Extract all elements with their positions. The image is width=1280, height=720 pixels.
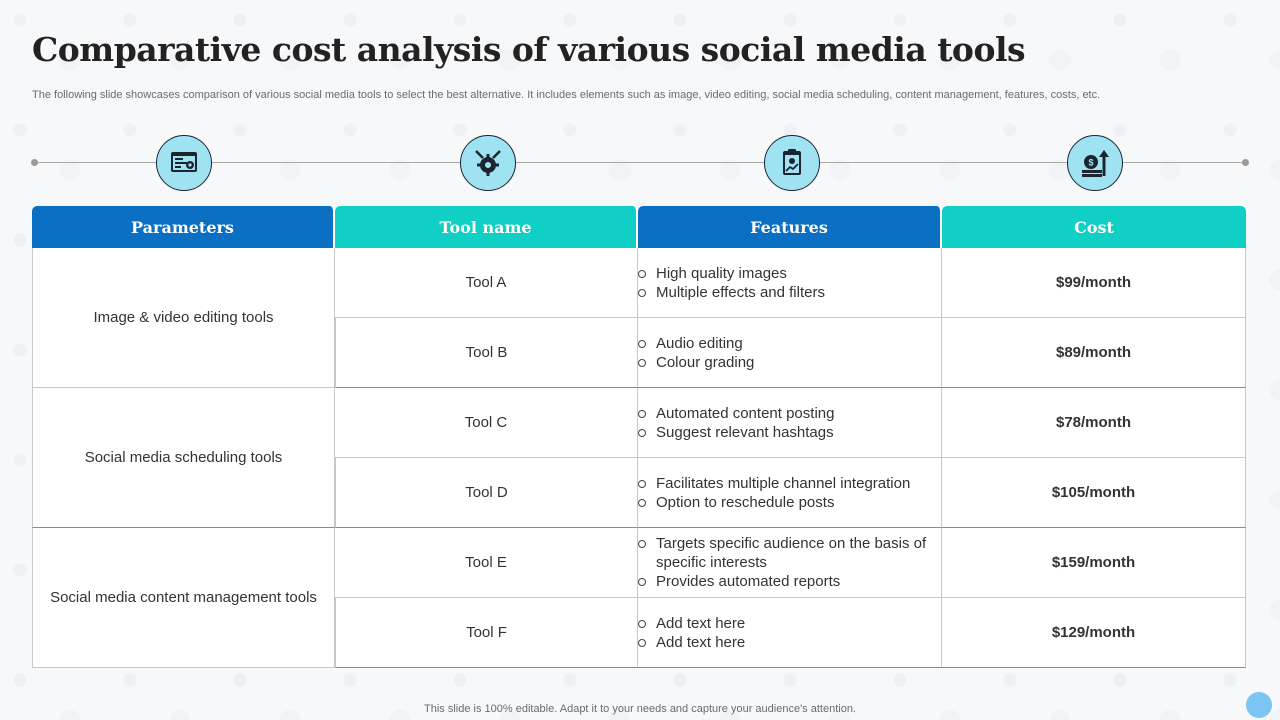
parameter-cell: Image & video editing tools — [32, 248, 335, 388]
timeline-end-dot — [1242, 159, 1249, 166]
parameter-cell: Social media content management tools — [32, 528, 335, 668]
cost-comparison-table: Parameters Tool name Features Cost Image… — [32, 206, 1246, 668]
feature-item: Colour grading — [638, 353, 941, 372]
feature-item: Add text here — [638, 614, 941, 633]
feature-item: High quality images — [638, 264, 941, 283]
corner-dot-decoration — [1246, 692, 1272, 718]
features-cell: High quality images Multiple effects and… — [638, 248, 942, 318]
features-cell: Automated content posting Suggest releva… — [638, 388, 942, 458]
tool-name-cell: Tool E — [335, 528, 638, 598]
feature-item: Option to reschedule posts — [638, 493, 941, 512]
features-cell: Targets specific audience on the basis o… — [638, 528, 942, 598]
table-header-row: Parameters Tool name Features Cost — [32, 206, 1246, 248]
tool-name-cell: Tool F — [335, 598, 638, 668]
timeline-start-dot — [31, 159, 38, 166]
tool-name-cell: Tool A — [335, 248, 638, 318]
cost-cell: $78/month — [942, 388, 1246, 458]
features-cell: Facilitates multiple channel integration… — [638, 458, 942, 528]
header-parameters: Parameters — [32, 206, 335, 248]
table-row: Social media content management tools To… — [32, 528, 1246, 668]
tool-name-cell: Tool C — [335, 388, 638, 458]
cost-cell: $129/month — [942, 598, 1246, 668]
parameter-cell: Social media scheduling tools — [32, 388, 335, 528]
features-cell: Add text here Add text here — [638, 598, 942, 668]
feature-item: Suggest relevant hashtags — [638, 423, 941, 442]
header-features: Features — [638, 206, 942, 248]
feature-item: Automated content posting — [638, 404, 941, 423]
page-subtitle: The following slide showcases comparison… — [32, 89, 1101, 101]
feature-item: Add text here — [638, 633, 941, 652]
cost-cell: $89/month — [942, 318, 1246, 388]
feature-item: Multiple effects and filters — [638, 283, 941, 302]
page-title: Comparative cost analysis of various soc… — [32, 30, 1026, 69]
svg-text:$: $ — [1088, 158, 1093, 168]
timeline-line — [31, 159, 1249, 166]
header-cost: Cost — [942, 206, 1246, 248]
tool-name-cell: Tool B — [335, 318, 638, 388]
table-row: Image & video editing tools Tool A High … — [32, 248, 1246, 388]
features-cell: Audio editing Colour grading — [638, 318, 942, 388]
footer-note: This slide is 100% editable. Adapt it to… — [424, 703, 856, 715]
cost-cell: $99/month — [942, 248, 1246, 318]
clipboard-report-icon — [764, 135, 820, 191]
tool-name-cell: Tool D — [335, 458, 638, 528]
dashboard-settings-icon — [156, 135, 212, 191]
money-growth-icon: $ — [1067, 135, 1123, 191]
feature-item: Audio editing — [638, 334, 941, 353]
feature-item: Provides automated reports — [638, 572, 941, 591]
cost-cell: $159/month — [942, 528, 1246, 598]
header-tool-name: Tool name — [335, 206, 638, 248]
feature-item: Facilitates multiple channel integration — [638, 474, 941, 493]
feature-item: Targets specific audience on the basis o… — [638, 534, 941, 572]
cost-cell: $105/month — [942, 458, 1246, 528]
table-row: Social media scheduling tools Tool C Aut… — [32, 388, 1246, 528]
gear-tools-icon — [460, 135, 516, 191]
